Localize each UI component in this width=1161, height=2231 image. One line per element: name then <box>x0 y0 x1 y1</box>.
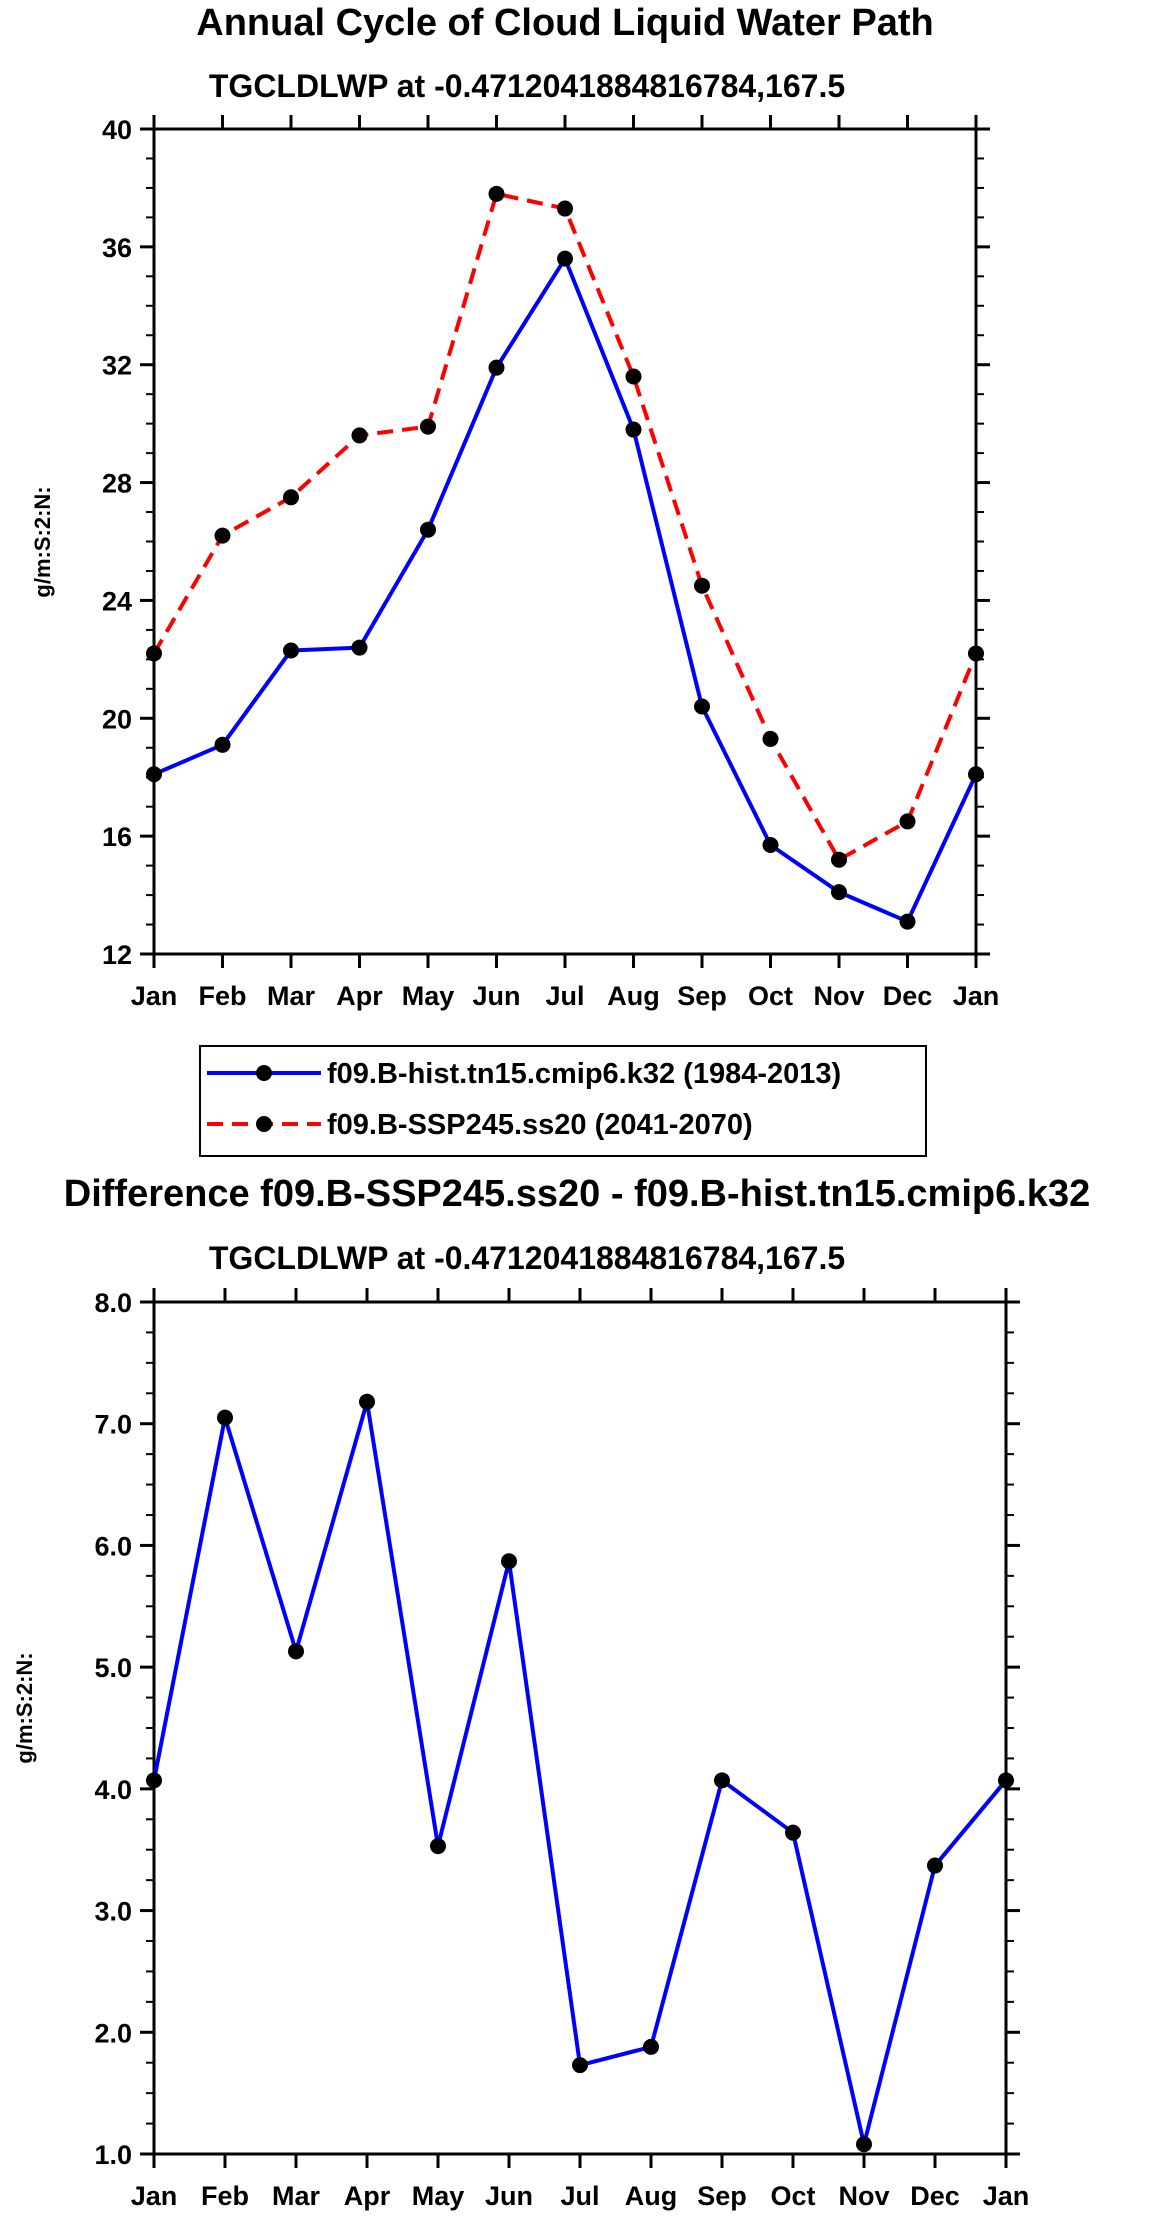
chart2-xtick-label: Aug <box>625 2181 677 2211</box>
chart2-subtitle: TGCLDLWP at -0.4712041884816784,167.5 <box>209 1240 845 1276</box>
chart1-xtick-label: Aug <box>607 981 659 1011</box>
chart1-ylabel: g/m:S:2:N: <box>30 486 55 597</box>
chart1-series-1-point <box>694 578 710 594</box>
chart1-series-0-point <box>900 914 916 930</box>
chart1-series-0-point <box>146 766 162 782</box>
chart1-xtick-label: Feb <box>198 981 246 1011</box>
chart1-xtick-label: Jan <box>131 981 178 1011</box>
chart2-series-0-point <box>998 1772 1014 1788</box>
chart1-ytick-label: 36 <box>102 233 132 263</box>
chart1-series-1-point <box>900 813 916 829</box>
chart1-series-0-point <box>420 522 436 538</box>
chart2-series-0-point <box>430 1838 446 1854</box>
chart1-series-1-point <box>626 369 642 385</box>
legend-marker-ssp <box>256 1116 272 1132</box>
chart2-ylabel: g/m:S:2:N: <box>12 1652 37 1763</box>
chart1-series-0-point <box>968 766 984 782</box>
chart2-xtick-label: Jan <box>131 2181 178 2211</box>
chart2-ytick-label: 7.0 <box>94 1410 132 1440</box>
chart1-ytick-label: 12 <box>102 940 132 970</box>
chart1-series-0-point <box>763 837 779 853</box>
chart2-ytick-label: 5.0 <box>94 1653 132 1683</box>
chart1-series-1-point <box>831 852 847 868</box>
chart2-xtick-label: Sep <box>697 2181 747 2211</box>
chart1-series-0-point <box>283 643 299 659</box>
chart2-xtick-label: Mar <box>272 2181 321 2211</box>
chart1-xtick-label: Mar <box>267 981 316 1011</box>
chart1-xtick-label: Jan <box>953 981 1000 1011</box>
chart1-series-0-point <box>694 699 710 715</box>
chart1-plot: 12 16 20 24 28 32 36 40 Jan Feb Mar Apr May Jun Jul Aug… <box>102 115 999 1011</box>
chart2-title: Difference f09.B-SSP245.ss20 - f09.B-his… <box>64 1173 1090 1215</box>
chart1-series-1-point <box>215 528 231 544</box>
chart1-series-1-point <box>557 201 573 217</box>
chart1-xtick-label: Nov <box>813 981 864 1011</box>
figure: Annual Cycle of Cloud Liquid Water Path … <box>0 0 1161 2231</box>
chart2-xtick-label: Jun <box>485 2181 533 2211</box>
chart1-series-0-line <box>154 259 976 922</box>
chart2-frame <box>154 1302 1006 2154</box>
legend: f09.B-hist.tn15.cmip6.k32 (1984-2013) f0… <box>200 1046 926 1156</box>
chart2-series-0-point <box>359 1394 375 1410</box>
chart1-xtick-label: Sep <box>677 981 727 1011</box>
chart1-series-1-point <box>352 427 368 443</box>
chart2-xtick-label: Dec <box>910 2181 960 2211</box>
chart1-series-1-point <box>146 645 162 661</box>
chart1-xtick-label: Jun <box>472 981 520 1011</box>
chart1-ytick-label: 40 <box>102 115 132 145</box>
chart1-series-1-line <box>154 194 976 860</box>
chart2-series-0-point <box>856 2136 872 2152</box>
chart1-series-0-point <box>557 251 573 267</box>
chart1-series-0-point <box>489 360 505 376</box>
chart2-series-0-point <box>501 1553 517 1569</box>
chart2-ytick-label: 6.0 <box>94 1531 132 1561</box>
chart1-series-1-point <box>489 186 505 202</box>
legend-label-ssp: f09.B-SSP245.ss20 (2041-2070) <box>327 1109 753 1141</box>
chart2-series-0-point <box>927 1858 943 1874</box>
chart2-series-0-point <box>288 1643 304 1659</box>
chart1-series-0-point <box>626 422 642 438</box>
chart2-xtick-label: Jul <box>560 2181 599 2211</box>
chart2-ytick-label: 4.0 <box>94 1775 132 1805</box>
chart2-ytick-label: 2.0 <box>94 2018 132 2048</box>
chart1-ytick-label: 24 <box>102 586 132 616</box>
chart2-series-0-point <box>714 1772 730 1788</box>
legend-label-hist: f09.B-hist.tn15.cmip6.k32 (1984-2013) <box>327 1058 841 1090</box>
chart1-series-0-point <box>831 884 847 900</box>
chart1-xtick-label: May <box>402 981 455 1011</box>
chart1-ytick-label: 28 <box>102 469 132 499</box>
chart1-xtick-label: Apr <box>336 981 383 1011</box>
chart2-ytick-label: 1.0 <box>94 2140 132 2170</box>
chart1-subtitle: TGCLDLWP at -0.4712041884816784,167.5 <box>209 68 845 104</box>
chart1-series-1-point <box>763 731 779 747</box>
chart2-series-0-point <box>643 2039 659 2055</box>
chart2-plot: 1.0 2.0 3.0 4.0 5.0 6.0 7.0 8.0 Jan Feb Mar Apr May J… <box>94 1288 1029 2211</box>
chart2-series-0-point <box>146 1772 162 1788</box>
chart2-ytick-label: 8.0 <box>94 1288 132 1318</box>
chart1-series-1-point <box>968 645 984 661</box>
chart1-ytick-label: 20 <box>102 704 132 734</box>
chart2-ytick-label: 3.0 <box>94 1897 132 1927</box>
chart1-ytick-label: 32 <box>102 351 132 381</box>
chart2-xtick-label: Nov <box>838 2181 889 2211</box>
chart2-series-0-point <box>217 1410 233 1426</box>
chart1-series-0-point <box>215 737 231 753</box>
chart2-xtick-label: Feb <box>201 2181 249 2211</box>
chart2-series-0-line <box>154 1402 1006 2144</box>
chart1-ytick-label: 16 <box>102 822 132 852</box>
chart2-xtick-label: Oct <box>770 2181 815 2211</box>
legend-marker-hist <box>256 1065 272 1081</box>
chart1-series-0-point <box>352 640 368 656</box>
chart1-xtick-label: Oct <box>748 981 793 1011</box>
chart2-xtick-label: Jan <box>983 2181 1030 2211</box>
chart1-xtick-label: Dec <box>883 981 933 1011</box>
chart2-xtick-label: May <box>412 2181 465 2211</box>
chart2-xtick-label: Apr <box>344 2181 391 2211</box>
chart2-series-0-point <box>572 2057 588 2073</box>
chart1-title: Annual Cycle of Cloud Liquid Water Path <box>196 2 934 44</box>
chart2-series-0-point <box>785 1825 801 1841</box>
chart1-series-1-point <box>420 419 436 435</box>
chart1-series-1-point <box>283 489 299 505</box>
chart1-xtick-label: Jul <box>545 981 584 1011</box>
